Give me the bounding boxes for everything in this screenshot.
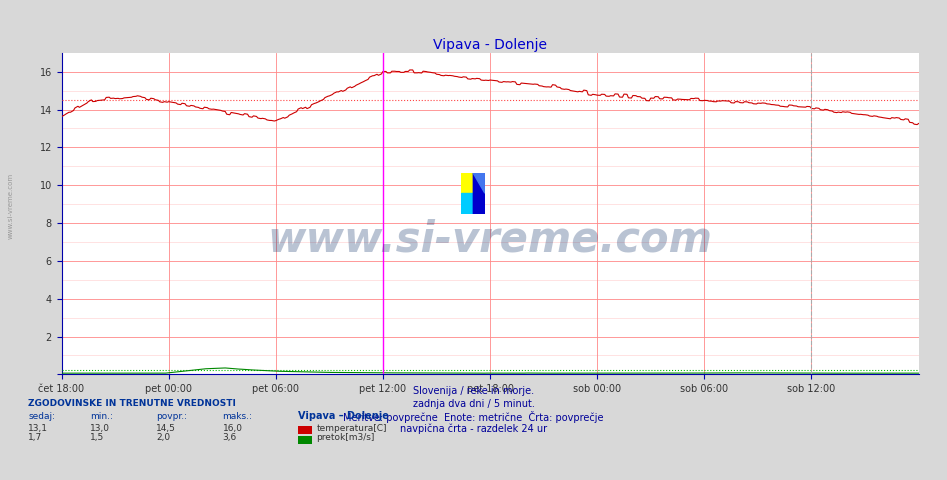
Text: 3,6: 3,6 (223, 433, 237, 442)
Text: www.si-vreme.com: www.si-vreme.com (268, 218, 712, 260)
Text: pretok[m3/s]: pretok[m3/s] (316, 433, 375, 442)
Text: 16,0: 16,0 (223, 423, 242, 432)
Text: zadnja dva dni / 5 minut.: zadnja dva dni / 5 minut. (413, 399, 534, 409)
Bar (461, 193, 474, 214)
Text: sedaj:: sedaj: (28, 412, 56, 421)
Text: temperatura[C]: temperatura[C] (316, 423, 386, 432)
Text: Meritve: povprečne  Enote: metrične  Črta: povprečje: Meritve: povprečne Enote: metrične Črta:… (343, 411, 604, 423)
Bar (474, 173, 485, 214)
Text: 1,7: 1,7 (28, 433, 43, 442)
Text: maks.:: maks.: (223, 412, 253, 421)
Text: Slovenija / reke in morje.: Slovenija / reke in morje. (413, 386, 534, 396)
Polygon shape (474, 173, 485, 214)
Text: 13,1: 13,1 (28, 423, 48, 432)
Text: 1,5: 1,5 (90, 433, 104, 442)
Text: ZGODOVINSKE IN TRENUTNE VREDNOSTI: ZGODOVINSKE IN TRENUTNE VREDNOSTI (28, 398, 237, 408)
Text: navpična črta - razdelek 24 ur: navpična črta - razdelek 24 ur (400, 424, 547, 434)
Text: povpr.:: povpr.: (156, 412, 188, 421)
Text: 13,0: 13,0 (90, 423, 110, 432)
Bar (461, 173, 474, 193)
Text: 14,5: 14,5 (156, 423, 176, 432)
Text: Vipava – Dolenje: Vipava – Dolenje (298, 411, 389, 421)
Text: 2,0: 2,0 (156, 433, 170, 442)
Title: Vipava - Dolenje: Vipava - Dolenje (433, 37, 547, 52)
Polygon shape (474, 173, 485, 193)
Text: min.:: min.: (90, 412, 113, 421)
Text: www.si-vreme.com: www.si-vreme.com (8, 173, 13, 240)
